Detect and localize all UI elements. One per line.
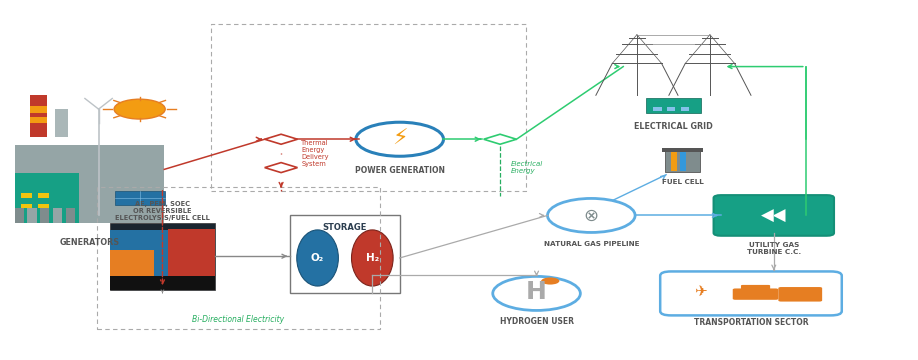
Bar (168, 229, 215, 276)
Bar (15, 145, 164, 222)
Bar (30, 95, 47, 138)
Text: GENERATORS: GENERATORS (60, 238, 119, 247)
Bar (671, 150, 677, 171)
Bar (290, 215, 399, 293)
Polygon shape (264, 134, 297, 144)
Bar (28, 208, 37, 222)
FancyBboxPatch shape (741, 285, 770, 292)
Bar (79, 208, 87, 222)
Bar (110, 222, 215, 290)
Text: Bi-Directional Electricity: Bi-Directional Electricity (192, 315, 285, 324)
Bar (667, 107, 676, 111)
Bar (15, 208, 24, 222)
FancyBboxPatch shape (733, 288, 778, 300)
Circle shape (547, 198, 635, 233)
Bar (110, 230, 168, 276)
Bar (21, 204, 32, 208)
Text: HYDROGEN USER: HYDROGEN USER (499, 317, 574, 326)
Bar (211, 24, 526, 191)
Bar (680, 150, 686, 171)
Text: ⊗: ⊗ (584, 206, 599, 224)
Bar (30, 106, 47, 113)
Circle shape (356, 122, 443, 156)
Circle shape (493, 276, 580, 310)
Bar (53, 208, 62, 222)
Text: ⚡: ⚡ (392, 129, 408, 149)
Text: O₂: O₂ (311, 253, 324, 263)
Text: H₂: H₂ (365, 253, 379, 263)
Bar (115, 191, 165, 205)
Ellipse shape (352, 230, 393, 286)
Bar (39, 193, 50, 198)
Text: H: H (526, 280, 547, 303)
Text: ELECTRICAL GRID: ELECTRICAL GRID (634, 122, 712, 131)
Bar (654, 107, 662, 111)
Text: AE, PEM, SOEC
OR REVERSIBLE
ELECTROLYSIS/FUEL CELL: AE, PEM, SOEC OR REVERSIBLE ELECTROLYSIS… (115, 201, 210, 221)
Text: ◀◀: ◀◀ (761, 206, 787, 224)
Bar (39, 204, 50, 208)
Text: ✈: ✈ (694, 284, 707, 299)
Ellipse shape (297, 230, 339, 286)
Bar (40, 208, 50, 222)
Bar (681, 107, 688, 111)
Bar (30, 117, 47, 123)
Bar (96, 187, 380, 329)
Text: Thermal
Energy
Delivery
System: Thermal Energy Delivery System (301, 140, 329, 167)
Text: TRANSPORTATION SECTOR: TRANSPORTATION SECTOR (694, 318, 808, 327)
Bar (666, 149, 700, 172)
Text: FUEL CELL: FUEL CELL (662, 179, 703, 185)
Bar (663, 148, 702, 152)
Text: Electrical
Energy: Electrical Energy (511, 161, 543, 174)
Bar (55, 109, 69, 138)
Bar (110, 250, 154, 276)
Polygon shape (484, 134, 517, 144)
Text: NATURAL GAS PIPELINE: NATURAL GAS PIPELINE (543, 241, 639, 247)
FancyBboxPatch shape (713, 195, 834, 236)
FancyBboxPatch shape (660, 271, 842, 315)
Polygon shape (264, 163, 297, 172)
Bar (21, 193, 32, 198)
Circle shape (114, 99, 165, 119)
Text: STORAGE: STORAGE (323, 222, 367, 231)
FancyBboxPatch shape (778, 287, 823, 302)
Bar (15, 173, 79, 222)
Text: POWER GENERATION: POWER GENERATION (354, 166, 444, 175)
Bar (646, 99, 700, 113)
Text: UTILITY GAS
TURBINE C.C.: UTILITY GAS TURBINE C.C. (746, 242, 800, 255)
Bar (66, 208, 75, 222)
Circle shape (541, 278, 559, 284)
Bar (110, 276, 215, 290)
